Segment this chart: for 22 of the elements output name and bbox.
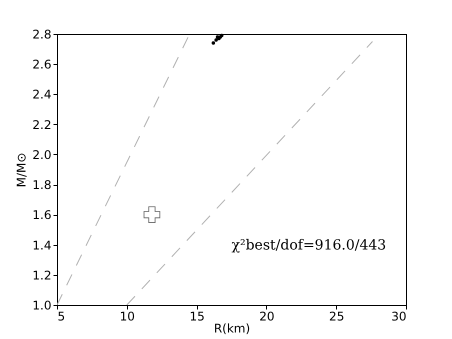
y-tick-label: 1.2 — [32, 268, 52, 282]
x-tick-label: 5 — [58, 310, 66, 324]
x-axis-title: R(km) — [214, 322, 250, 336]
y-tick-label: 1.8 — [32, 178, 52, 192]
y-tick-label: 2.0 — [32, 148, 52, 162]
x-tick-label: 10 — [120, 310, 135, 324]
point — [144, 206, 160, 223]
y-tick-label: 1.0 — [32, 298, 52, 312]
y-tick-label: 2.4 — [32, 88, 52, 102]
y-tick-label: 1.4 — [32, 238, 52, 252]
x-tick-label: 30 — [391, 310, 406, 324]
y-tick-label: 1.6 — [32, 208, 52, 222]
point — [212, 41, 216, 45]
x-tick-label: 25 — [329, 310, 344, 324]
y-tick-label: 2.2 — [32, 118, 52, 132]
y-tick-label: 2.8 — [32, 28, 52, 42]
x-tick-label: 20 — [259, 310, 275, 324]
x-tick-label: 15 — [189, 310, 205, 324]
y-axis-title: M/M⊙ — [14, 152, 28, 188]
annotation: χ²best/dof=916.0/443 — [232, 237, 386, 254]
y-tick-label: 2.6 — [32, 58, 52, 72]
point — [214, 38, 218, 42]
